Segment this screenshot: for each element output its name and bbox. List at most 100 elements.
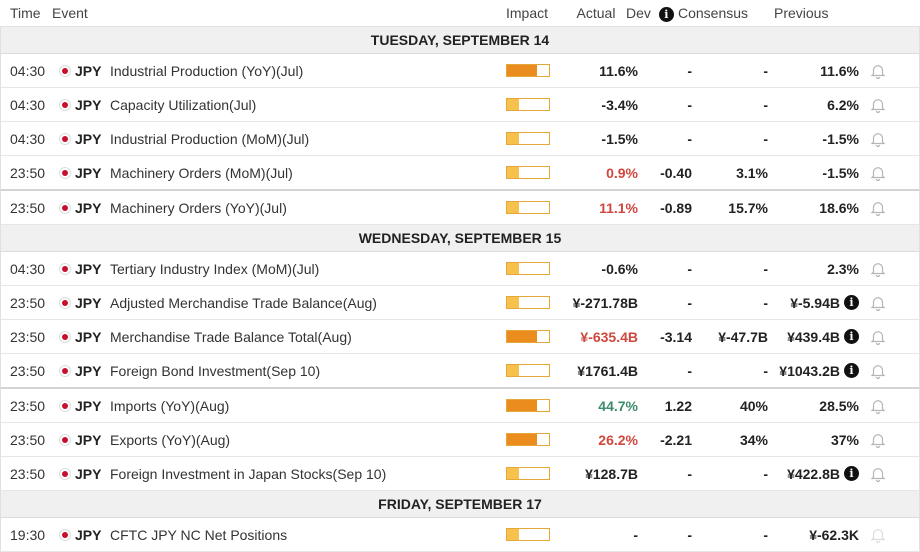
event-time: 23:50 xyxy=(10,199,46,216)
consensus-value: - xyxy=(763,362,768,379)
impact-bar xyxy=(506,132,566,145)
actual-value: ¥1761.4B xyxy=(577,362,638,379)
header-time[interactable]: Time xyxy=(10,5,41,21)
event-time: 19:30 xyxy=(10,526,46,543)
event-name[interactable]: Machinery Orders (MoM)(Jul) xyxy=(110,164,293,181)
currency-code: JPY xyxy=(75,260,102,277)
table-row[interactable]: 23:50 JPY Machinery Orders (YoY)(Jul) 11.1%… xyxy=(0,191,920,225)
previous-value: ¥422.8B i xyxy=(768,466,859,482)
event-time: 04:30 xyxy=(10,130,46,147)
previous-value: -1.5% xyxy=(822,164,859,181)
event-name[interactable]: Foreign Investment in Japan Stocks(Sep 1… xyxy=(110,465,387,482)
bell-icon[interactable] xyxy=(859,199,896,217)
event-name[interactable]: Tertiary Industry Index (MoM)(Jul) xyxy=(110,260,320,277)
header-actual[interactable]: Actual xyxy=(576,5,616,21)
bell-icon[interactable] xyxy=(859,62,896,80)
bell-icon[interactable] xyxy=(859,294,896,312)
dev-value: - xyxy=(687,260,692,277)
event-name[interactable]: Machinery Orders (YoY)(Jul) xyxy=(110,199,287,216)
currency-code: JPY xyxy=(75,96,102,113)
header-impact[interactable]: Impact xyxy=(506,5,549,21)
table-row[interactable]: 23:50 JPY Foreign Bond Investment(Sep 10) ¥… xyxy=(0,354,920,389)
event-time: 23:50 xyxy=(10,465,46,482)
previous-value: 37% xyxy=(830,431,859,448)
bell-icon[interactable] xyxy=(859,328,896,346)
event-time: 23:50 xyxy=(10,431,46,448)
table-body: TUESDAY, SEPTEMBER 14 04:30 JPY Industrial … xyxy=(0,27,920,552)
dev-value: - xyxy=(687,294,692,311)
japan-flag-icon xyxy=(54,201,75,214)
table-row[interactable]: 04:30 JPY Industrial Production (YoY)(Jul)… xyxy=(0,54,920,88)
bell-icon[interactable] xyxy=(859,465,896,483)
japan-flag-icon xyxy=(54,433,75,446)
header-dev-label: Dev xyxy=(626,4,651,21)
japan-flag-icon xyxy=(54,399,75,412)
info-icon[interactable]: i xyxy=(844,363,859,378)
event-time: 04:30 xyxy=(10,260,46,277)
japan-flag-icon xyxy=(54,166,75,179)
actual-value: 11.1% xyxy=(599,199,638,216)
info-icon[interactable]: i xyxy=(658,6,674,22)
table-row[interactable]: 23:50 JPY Imports (YoY)(Aug) 44.7% 1.22 40% 28… xyxy=(0,389,920,423)
bell-icon[interactable] xyxy=(859,362,896,380)
bell-icon[interactable] xyxy=(859,260,896,278)
event-name[interactable]: Adjusted Merchandise Trade Balance(Aug) xyxy=(110,294,377,311)
header-previous[interactable]: Previous xyxy=(774,5,829,21)
dev-value: -0.89 xyxy=(660,199,692,216)
event-name[interactable]: Imports (YoY)(Aug) xyxy=(110,397,230,414)
event-name[interactable]: Merchandise Trade Balance Total(Aug) xyxy=(110,328,352,345)
table-row[interactable]: 23:50 JPY Foreign Investment in Japan Stoc… xyxy=(0,457,920,491)
info-icon[interactable]: i xyxy=(844,329,859,344)
dev-value: -0.40 xyxy=(660,164,692,181)
actual-value: ¥-635.4B xyxy=(580,328,638,345)
bell-icon[interactable] xyxy=(859,397,896,415)
bell-icon[interactable] xyxy=(859,164,896,182)
table-row[interactable]: 23:50 JPY Adjusted Merchandise Trade Balan… xyxy=(0,286,920,320)
consensus-value: - xyxy=(763,62,768,79)
table-row[interactable]: 23:50 JPY Exports (YoY)(Aug) 26.2% -2.21 34% 3… xyxy=(0,423,920,457)
header-consensus[interactable]: Consensus xyxy=(678,5,749,21)
impact-bar xyxy=(506,528,566,541)
event-name[interactable]: Foreign Bond Investment(Sep 10) xyxy=(110,362,321,379)
table-row[interactable]: 23:50 JPY Machinery Orders (MoM)(Jul) 0.9% -… xyxy=(0,156,920,191)
impact-bar xyxy=(506,98,566,111)
dev-value: -3.14 xyxy=(660,328,692,345)
impact-bar xyxy=(506,166,566,179)
table-row[interactable]: 23:50 JPY Merchandise Trade Balance Total(… xyxy=(0,320,920,354)
bell-icon[interactable] xyxy=(859,431,896,449)
table-row[interactable]: 04:30 JPY Industrial Production (MoM)(Jul)… xyxy=(0,122,920,156)
japan-flag-icon xyxy=(54,467,75,480)
bell-icon[interactable] xyxy=(859,130,896,148)
date-header: FRIDAY, SEPTEMBER 17 xyxy=(0,491,920,518)
japan-flag-icon xyxy=(54,132,75,145)
info-icon[interactable]: i xyxy=(844,466,859,481)
event-time: 23:50 xyxy=(10,397,46,414)
header-dev[interactable]: Dev i xyxy=(626,5,678,22)
event-name[interactable]: Capacity Utilization(Jul) xyxy=(110,96,257,113)
previous-value: ¥-62.3K xyxy=(809,526,859,543)
event-name[interactable]: Exports (YoY)(Aug) xyxy=(110,431,231,448)
dev-value: -2.21 xyxy=(660,431,692,448)
event-name[interactable]: Industrial Production (MoM)(Jul) xyxy=(110,130,310,147)
event-name[interactable]: CFTC JPY NC Net Positions xyxy=(110,526,288,543)
event-name[interactable]: Industrial Production (YoY)(Jul) xyxy=(110,62,304,79)
previous-value: ¥1043.2B i xyxy=(768,363,859,379)
japan-flag-icon xyxy=(54,262,75,275)
japan-flag-icon xyxy=(54,64,75,77)
table-row[interactable]: 04:30 JPY Tertiary Industry Index (MoM)(Ju… xyxy=(0,252,920,286)
dev-value: - xyxy=(687,130,692,147)
previous-value: ¥-5.94B i xyxy=(768,295,859,311)
header-event[interactable]: Event xyxy=(52,5,88,21)
currency-code: JPY xyxy=(75,328,102,345)
currency-code: JPY xyxy=(75,465,102,482)
bell-icon[interactable] xyxy=(859,96,896,114)
dev-value: - xyxy=(687,62,692,79)
impact-bar xyxy=(506,330,566,343)
japan-flag-icon xyxy=(54,528,75,541)
date-header: WEDNESDAY, SEPTEMBER 15 xyxy=(0,225,920,252)
actual-value: ¥-271.78B xyxy=(572,294,638,311)
table-row[interactable]: 04:30 JPY Capacity Utilization(Jul) -3.4% - -… xyxy=(0,88,920,122)
table-row[interactable]: 19:30 JPY CFTC JPY NC Net Positions - - - ¥-62… xyxy=(0,518,920,552)
info-icon[interactable]: i xyxy=(844,295,859,310)
bell-icon[interactable] xyxy=(859,526,896,544)
